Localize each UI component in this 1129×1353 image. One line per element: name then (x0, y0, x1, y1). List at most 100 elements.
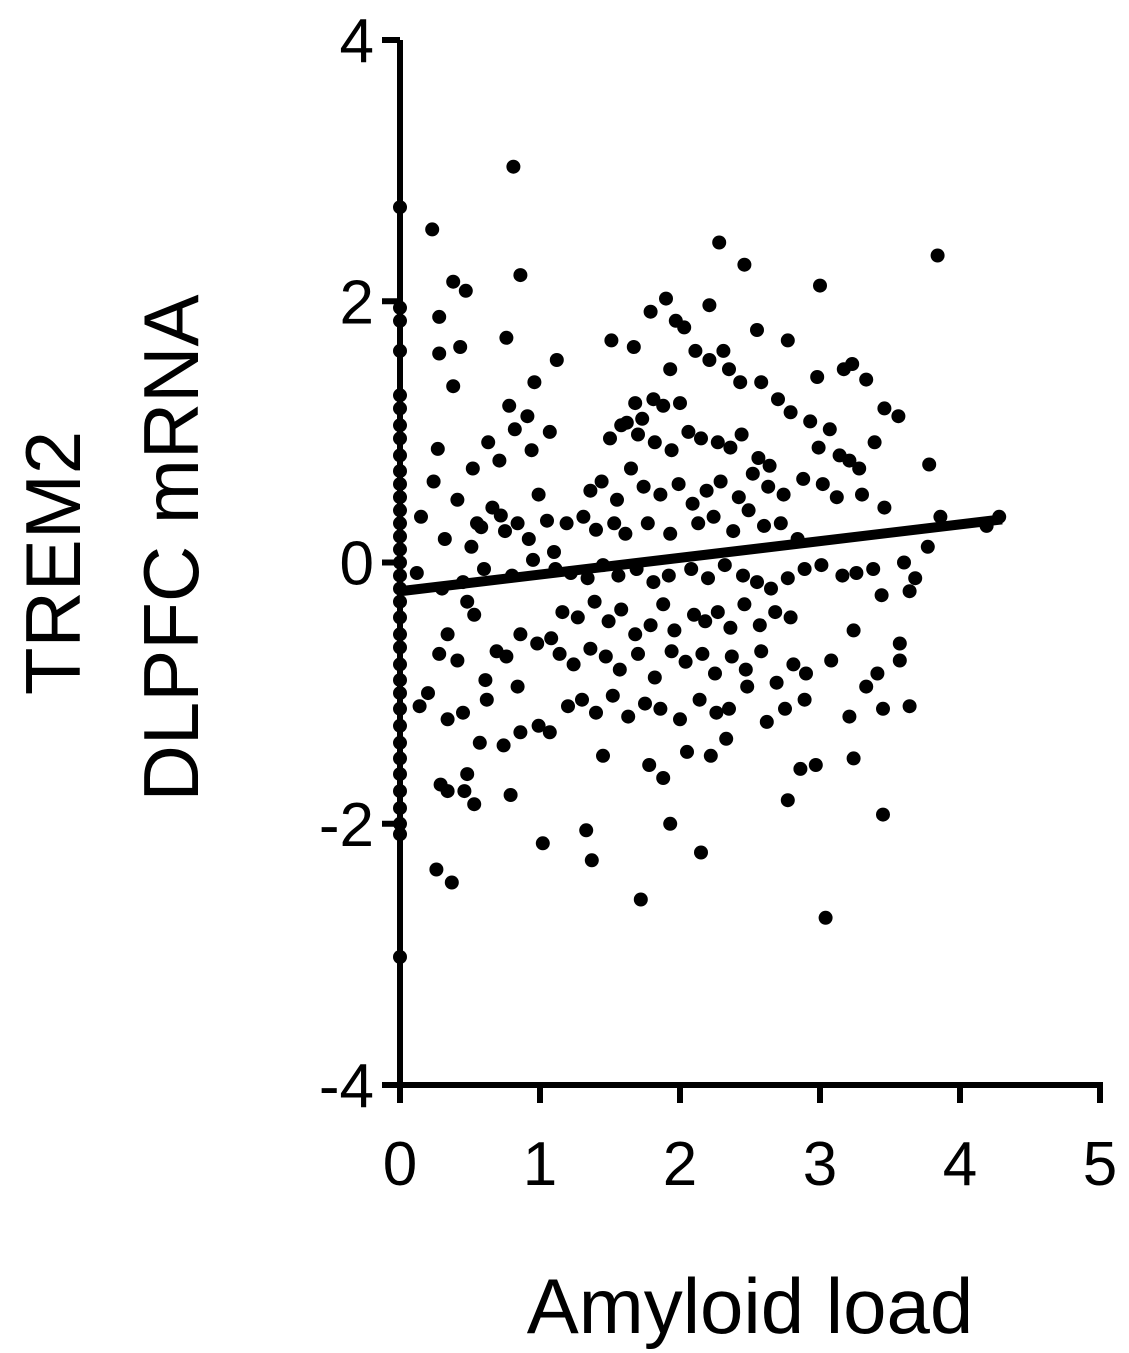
data-point (583, 641, 598, 656)
data-point (754, 644, 769, 659)
data-point (598, 649, 613, 664)
data-point (677, 320, 692, 335)
data-point (713, 474, 728, 489)
data-point (818, 910, 833, 925)
y-tick-label: 4 (340, 7, 374, 76)
data-point (773, 516, 788, 531)
data-point (453, 340, 468, 354)
x-tick-label: 2 (663, 1130, 697, 1199)
data-point (492, 453, 507, 468)
data-point (891, 409, 906, 424)
data-point (614, 602, 629, 617)
data-point (829, 490, 844, 505)
data-point (778, 701, 792, 716)
data-point (703, 748, 718, 763)
data-point (710, 605, 725, 620)
data-point (513, 725, 528, 740)
data-point (618, 526, 633, 541)
data-point (849, 566, 864, 580)
data-point (647, 670, 662, 685)
data-point (393, 657, 407, 672)
data-point (547, 545, 561, 559)
data-point (706, 509, 721, 524)
data-point (521, 532, 536, 546)
data-point (393, 418, 407, 433)
x-tick-label: 0 (383, 1130, 417, 1199)
data-point (908, 571, 923, 586)
data-point (745, 466, 760, 481)
data-point (478, 673, 493, 688)
data-point (736, 568, 750, 583)
y-tick-label: -2 (319, 791, 374, 860)
data-point (673, 712, 687, 727)
data-point (440, 712, 455, 727)
data-point (432, 646, 447, 661)
data-point (722, 701, 736, 716)
data-point (750, 575, 764, 590)
data-point (513, 268, 528, 283)
data-point (671, 477, 686, 492)
data-point (580, 571, 595, 586)
data-point (897, 555, 911, 570)
data-point (780, 571, 795, 586)
data-point (855, 487, 869, 502)
data-point (607, 516, 622, 531)
data-point (467, 607, 482, 622)
data-point (393, 388, 407, 403)
data-point (393, 448, 407, 463)
data-point (811, 440, 826, 455)
data-point (852, 461, 867, 476)
data-point (710, 435, 725, 450)
x-axis-title: Amyloid load (527, 1262, 974, 1350)
data-point (624, 461, 638, 476)
data-point (752, 618, 767, 633)
data-point (601, 614, 616, 629)
data-point (393, 464, 407, 479)
data-point (531, 718, 546, 733)
data-point (724, 649, 739, 664)
data-point (498, 524, 512, 539)
data-point (638, 696, 652, 711)
data-point (393, 401, 407, 416)
data-point (604, 333, 619, 348)
data-point (808, 758, 823, 772)
data-point (783, 405, 798, 420)
data-point (659, 291, 673, 306)
data-point (866, 562, 881, 576)
data-point (458, 283, 473, 298)
data-point (544, 631, 559, 646)
data-point (902, 584, 917, 599)
data-point (846, 751, 861, 766)
data-point (759, 714, 774, 729)
data-point (561, 699, 575, 714)
data-point (835, 568, 850, 583)
data-point (594, 474, 609, 489)
x-tick-label: 5 (1083, 1130, 1117, 1199)
data-point (653, 701, 668, 716)
data-point (450, 653, 465, 668)
data-point (444, 875, 459, 890)
data-point (803, 414, 818, 429)
data-point (393, 431, 407, 446)
data-point (709, 705, 724, 720)
data-point (692, 692, 707, 707)
data-point (472, 735, 487, 750)
data-point (502, 398, 517, 413)
data-point (643, 304, 658, 319)
data-point (631, 427, 645, 442)
data-point (877, 500, 892, 515)
data-point (412, 699, 427, 714)
data-point (842, 709, 857, 724)
data-point (393, 801, 407, 816)
plot-area: -4 -2 0 2 4 0 1 2 3 4 5 (319, 7, 1117, 1199)
data-point (626, 340, 641, 354)
data-point (393, 542, 407, 557)
data-point (446, 379, 461, 394)
data-point (673, 396, 687, 411)
data-point (393, 568, 407, 583)
data-point (583, 483, 598, 498)
data-point (867, 435, 882, 450)
data-point (555, 605, 570, 620)
data-point (426, 474, 441, 489)
data-point (695, 646, 710, 661)
